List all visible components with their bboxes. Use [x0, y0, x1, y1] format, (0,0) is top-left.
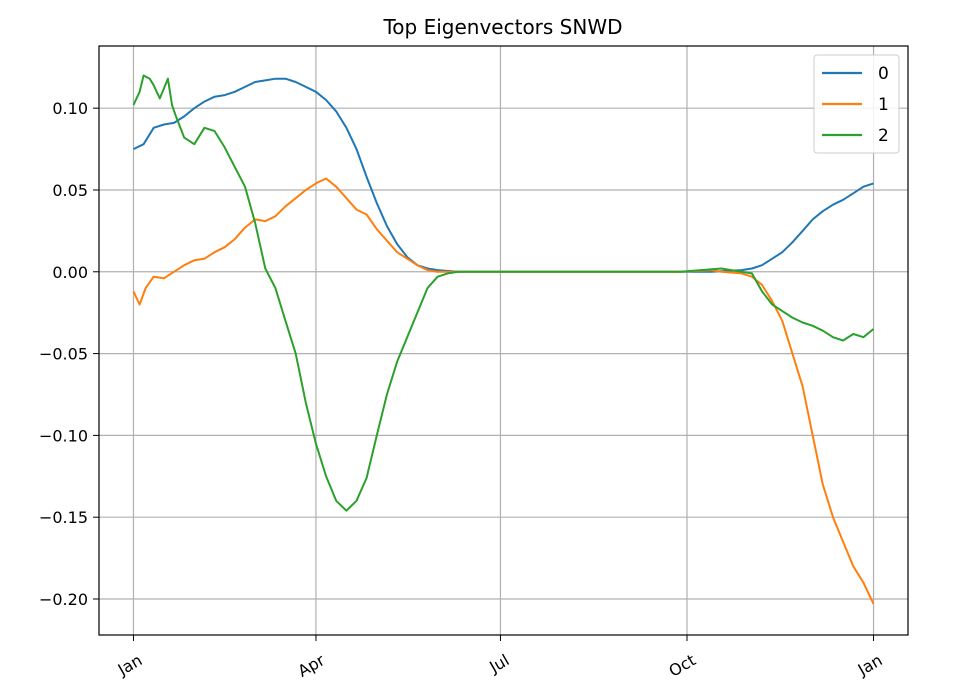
- series-line-1: [132, 177, 875, 605]
- legend-label-0: 0: [878, 64, 889, 84]
- legend: 0 1 2: [813, 54, 900, 154]
- y-tick-label: 0.10: [52, 99, 88, 118]
- series-line-2: [132, 74, 875, 512]
- plot-frame: [98, 45, 909, 636]
- y-tick-label: −0.05: [39, 345, 88, 364]
- legend-label-1: 1: [878, 95, 889, 115]
- y-axis: 0.10 0.05 0.00 −0.05 −0.10 −0.15 −0.20: [39, 99, 99, 609]
- y-tick-label: 0.05: [52, 181, 88, 200]
- y-tick-label: 0.00: [52, 263, 88, 282]
- y-tick-label: −0.15: [39, 508, 88, 527]
- series-lines: [132, 74, 875, 605]
- chart-title: Top Eigenvectors SNWD: [382, 15, 622, 39]
- y-tick-label: −0.10: [39, 426, 88, 445]
- series-line-0: [133, 77, 874, 273]
- y-tick-label: −0.20: [39, 590, 88, 609]
- legend-label-2: 2: [878, 126, 889, 146]
